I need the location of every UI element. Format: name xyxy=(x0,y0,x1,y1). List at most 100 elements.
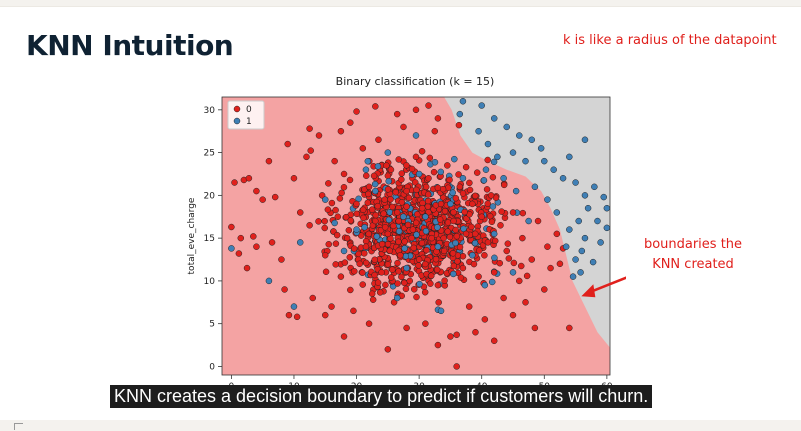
class-0-point xyxy=(372,103,379,110)
cloud-point xyxy=(462,163,470,171)
y-tick-label: 25 xyxy=(204,149,215,159)
cloud-point xyxy=(384,261,392,268)
cloud-point xyxy=(441,277,448,284)
class-0-point xyxy=(519,234,526,242)
cloud-point xyxy=(437,168,445,176)
class-1-point xyxy=(322,196,329,203)
cloud-point xyxy=(455,121,463,129)
class-0-point xyxy=(228,223,235,231)
class-0-point xyxy=(472,328,479,336)
class-0-point xyxy=(271,193,279,201)
class-0-point xyxy=(444,162,451,169)
cloud-point xyxy=(404,221,412,229)
class-0-point xyxy=(487,192,495,199)
legend-marker-0 xyxy=(233,105,241,113)
cloud-point xyxy=(355,250,362,258)
cloud-point xyxy=(484,156,491,164)
cloud-point xyxy=(368,206,376,213)
cloud-point xyxy=(431,159,439,166)
class-0-point xyxy=(250,233,257,240)
class-0-point xyxy=(285,311,293,319)
class-0-point xyxy=(293,313,301,321)
cloud-point xyxy=(471,239,479,247)
class-1-point xyxy=(566,226,573,233)
class-0-point xyxy=(403,324,410,332)
cloud-point xyxy=(441,207,449,215)
class-1-point xyxy=(478,102,485,109)
cloud-point xyxy=(357,232,365,239)
class-0-point xyxy=(528,256,536,263)
class-1-point xyxy=(516,132,523,139)
class-1-point xyxy=(550,166,557,173)
class-1-point xyxy=(575,217,582,225)
class-1-point xyxy=(525,217,532,225)
cloud-point xyxy=(383,162,390,169)
cloud-point xyxy=(386,247,394,255)
cloud-point xyxy=(416,280,423,288)
class-0-point xyxy=(253,187,260,195)
class-0-point xyxy=(497,222,504,229)
cloud-point xyxy=(488,218,496,226)
class-0-point xyxy=(350,307,357,315)
cloud-point xyxy=(351,268,358,275)
cloud-point xyxy=(468,223,475,231)
class-0-point xyxy=(315,132,323,139)
cloud-point xyxy=(376,289,384,296)
class-0-point xyxy=(378,269,385,276)
cloud-point xyxy=(395,217,402,225)
cloud-point xyxy=(362,259,370,267)
cloud-point xyxy=(395,268,402,275)
class-0-point xyxy=(541,286,548,293)
class-0-point xyxy=(237,234,245,242)
class-0-point xyxy=(403,187,410,195)
cloud-point xyxy=(362,238,370,245)
class-0-point xyxy=(365,183,373,191)
class-1-point xyxy=(509,269,517,276)
cloud-point xyxy=(394,280,401,287)
class-0-point xyxy=(415,256,423,263)
class-1-point xyxy=(503,123,510,131)
class-1-point xyxy=(562,243,570,250)
class-0-point xyxy=(265,157,273,165)
class-1-point xyxy=(578,247,586,255)
cloud-point xyxy=(456,243,464,251)
cloud-point xyxy=(347,217,354,224)
cloud-point xyxy=(500,181,508,189)
cloud-point xyxy=(432,255,440,263)
annotation-arrow-head xyxy=(581,284,596,298)
class-0-point xyxy=(434,281,442,289)
class-0-point xyxy=(509,311,517,319)
cloud-point xyxy=(341,259,349,266)
class-1-point xyxy=(475,127,482,135)
cloud-point xyxy=(444,228,451,235)
cloud-point xyxy=(449,250,457,257)
class-1-point xyxy=(415,170,423,178)
cloud-point xyxy=(325,180,332,187)
cloud-point xyxy=(384,240,392,248)
cloud-point xyxy=(332,206,339,214)
class-0-point xyxy=(393,110,401,118)
class-0-point xyxy=(456,183,464,191)
cloud-point xyxy=(387,274,395,281)
y-tick-label: 30 xyxy=(204,106,216,116)
cloud-point xyxy=(359,269,366,276)
cloud-point xyxy=(398,273,405,281)
cloud-point xyxy=(496,259,504,267)
class-1-point xyxy=(265,277,273,285)
cloud-point xyxy=(418,148,426,155)
cloud-point xyxy=(389,203,396,211)
cloud-point xyxy=(455,171,462,178)
class-1-point xyxy=(594,217,601,225)
boundary-note-line2: KNN created xyxy=(652,257,734,272)
cloud-point xyxy=(475,247,483,254)
class-1-point xyxy=(403,264,410,272)
cloud-point xyxy=(461,208,468,216)
cloud-point xyxy=(450,262,458,270)
cloud-point xyxy=(332,261,339,268)
cloud-point xyxy=(454,258,461,265)
cloud-point xyxy=(321,224,328,232)
class-1-point xyxy=(459,175,467,182)
cloud-point xyxy=(412,219,420,227)
class-1-point xyxy=(603,204,610,212)
radius-note: k is like a radius of the datapoint xyxy=(563,33,777,48)
